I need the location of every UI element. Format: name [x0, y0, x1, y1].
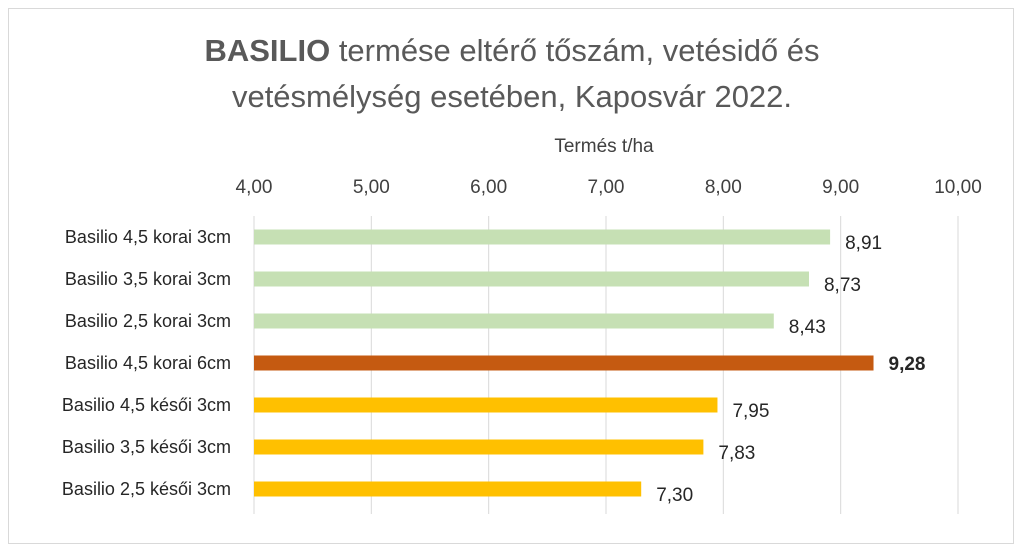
x-tick-label: 4,00	[236, 177, 273, 198]
value-label: 8,73	[824, 275, 861, 296]
bar	[254, 397, 718, 413]
bars	[254, 229, 874, 497]
x-axis-title: Termés t/ha	[554, 136, 654, 157]
value-labels: 8,91 8,73 8,43 9,28 7,95 7,83 7,30	[656, 233, 925, 506]
value-label: 7,95	[732, 401, 769, 422]
category-label: Basilio 3,5 késői 3cm	[62, 437, 231, 457]
category-label: Basilio 4,5 korai 3cm	[65, 227, 231, 247]
x-tick-label: 10,00	[934, 177, 982, 198]
bar	[254, 439, 704, 455]
bar	[254, 271, 809, 287]
bar	[254, 355, 874, 371]
category-label: Basilio 3,5 korai 3cm	[65, 269, 231, 289]
bar	[254, 481, 642, 497]
x-tick-label: 9,00	[822, 177, 859, 198]
chart-title-bold: BASILIO	[204, 33, 331, 68]
category-label: Basilio 4,5 késői 3cm	[62, 395, 231, 415]
bar	[254, 313, 774, 329]
bar	[254, 229, 831, 245]
x-tick-label: 8,00	[705, 177, 742, 198]
chart-title-rest: termése eltérő tőszám, vetésidő és	[330, 33, 820, 68]
category-labels: Basilio 4,5 korai 3cm Basilio 3,5 korai 3…	[62, 227, 231, 499]
category-label: Basilio 2,5 korai 3cm	[65, 311, 231, 331]
x-tick-label: 7,00	[588, 177, 625, 198]
value-label: 7,30	[656, 485, 693, 506]
value-label: 8,91	[845, 233, 882, 254]
category-label: Basilio 4,5 korai 6cm	[65, 353, 231, 373]
x-tick-label: 6,00	[470, 177, 507, 198]
category-label: Basilio 2,5 késői 3cm	[62, 479, 231, 499]
x-tick-label: 5,00	[353, 177, 390, 198]
value-label: 9,28	[889, 354, 926, 375]
chart-title-line2: vetésmélység esetében, Kaposvár 2022.	[231, 79, 793, 114]
value-label: 8,43	[789, 317, 826, 338]
x-tick-labels: 4,00 5,00 6,00 7,00 8,00 9,00 10,00	[236, 177, 982, 198]
value-label: 7,83	[718, 443, 755, 464]
chart-title: BASILIO termése eltérő tőszám, vetésidő …	[0, 28, 1024, 120]
